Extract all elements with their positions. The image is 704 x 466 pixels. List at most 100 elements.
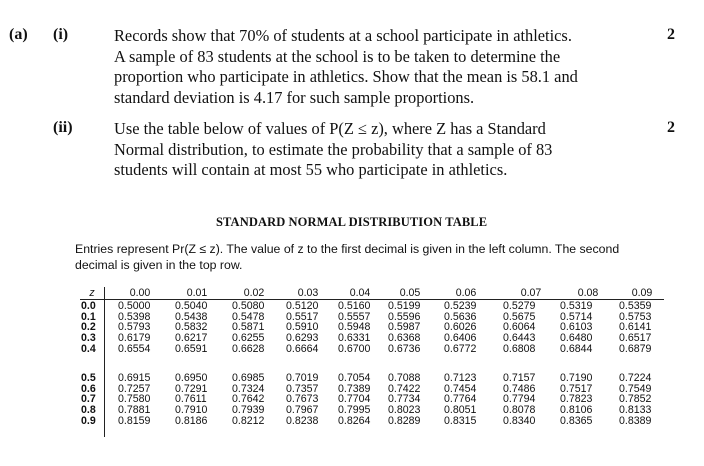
table-column: 0.6985 0.7324 0.7642 0.7939 0.8212 xyxy=(232,373,264,426)
column-rule xyxy=(104,287,105,437)
column-header: 0.06 xyxy=(455,287,477,299)
table-cell: 0.6517 xyxy=(619,332,652,345)
table-cell: 0.6103 xyxy=(560,321,593,334)
table-cell: 0.8186 xyxy=(175,414,208,427)
table-cell: 0.6406 xyxy=(444,332,477,345)
table-column: 0.5279 0.5675 0.6064 0.6443 0.6808 xyxy=(503,301,535,354)
table-cell: 0.7611 xyxy=(175,393,207,406)
table-cell: 0.6950 xyxy=(175,372,208,384)
table-cell: 0.8365 xyxy=(560,414,593,427)
question-ii-line: Use the table below of values of P(Z ≤ z… xyxy=(114,119,546,138)
row-label: 0.6 xyxy=(81,382,96,395)
table-column: 0.6950 0.7291 0.7611 0.7910 0.8186 xyxy=(175,373,207,426)
table-title: STANDARD NORMAL DISTRIBUTION TABLE xyxy=(216,215,488,229)
table-cell: 0.8340 xyxy=(503,414,536,427)
table-cell: 0.5160 xyxy=(338,300,371,312)
table-cell: 0.6480 xyxy=(560,332,593,345)
table-column: 0.5319 0.5714 0.6103 0.6480 0.6844 xyxy=(560,301,592,354)
table-cell: 0.5714 xyxy=(560,310,593,323)
table-cell: 0.6554 xyxy=(118,342,151,355)
table-cell: 0.6915 xyxy=(118,372,151,384)
table-cell: 0.6064 xyxy=(503,321,536,334)
table-cell: 0.5398 xyxy=(118,310,151,323)
table-cell: 0.7580 xyxy=(118,393,151,406)
table-intro: Entries represent Pr(Z ≤ z). The value o… xyxy=(75,242,619,273)
row-labels-group-2: 0.5 0.6 0.7 0.8 0.9 xyxy=(81,373,96,426)
table-column: 0.7088 0.7422 0.7734 0.8023 0.8289 xyxy=(388,373,420,426)
table-cell: 0.8106 xyxy=(560,404,593,417)
table-cell: 0.5871 xyxy=(232,321,265,334)
column-header: 0.09 xyxy=(631,287,653,299)
row-label: 0.2 xyxy=(81,321,96,334)
table-column: 0.5199 0.5596 0.5987 0.6368 0.6736 xyxy=(388,301,420,354)
row-label: 0.0 xyxy=(81,300,96,312)
table-column: 0.5359 0.5753 0.6141 0.6517 0.6879 xyxy=(619,301,651,354)
table-cell: 0.7123 xyxy=(444,372,477,384)
part-label: (a) xyxy=(9,26,28,43)
question-ii-text: Use the table below of values of P(Z ≤ z… xyxy=(114,119,552,181)
table-cell: 0.6141 xyxy=(619,321,652,334)
table-cell: 0.7794 xyxy=(503,393,536,406)
table-cell: 0.6628 xyxy=(232,342,265,355)
table-cell: 0.5000 xyxy=(118,300,151,312)
table-cell: 0.7324 xyxy=(232,382,265,395)
table-cell: 0.7454 xyxy=(444,382,477,395)
table-cell: 0.7549 xyxy=(619,382,652,395)
row-label: 0.1 xyxy=(81,310,96,323)
table-cell: 0.5438 xyxy=(175,310,208,323)
table-cell: 0.5359 xyxy=(619,300,652,312)
table-cell: 0.7910 xyxy=(175,404,208,417)
table-cell: 0.5948 xyxy=(338,321,371,334)
table-cell: 0.6772 xyxy=(444,342,477,355)
column-header: 0.04 xyxy=(349,287,371,299)
table-cell: 0.6591 xyxy=(175,342,208,355)
table-cell: 0.7967 xyxy=(286,404,319,417)
column-header: 0.03 xyxy=(297,287,319,299)
question-i-label: (i) xyxy=(53,26,69,43)
table-cell: 0.7291 xyxy=(175,382,208,395)
table-cell: 0.6255 xyxy=(232,332,265,345)
table-cell: 0.6879 xyxy=(619,342,652,355)
question-i-line: standard deviation is 4.17 for such samp… xyxy=(114,87,475,107)
table-cell: 0.6368 xyxy=(388,332,421,345)
table-cell: 0.8264 xyxy=(338,414,371,427)
table-cell: 0.8159 xyxy=(118,414,151,427)
table-cell: 0.7517 xyxy=(560,382,593,395)
table-cell: 0.8078 xyxy=(503,404,536,417)
table-cell: 0.5910 xyxy=(286,321,319,334)
table-cell: 0.6443 xyxy=(503,332,536,345)
table-cell: 0.7224 xyxy=(619,372,652,384)
table-column: 0.5239 0.5636 0.6026 0.6406 0.6772 xyxy=(444,301,476,354)
table-cell: 0.7357 xyxy=(286,382,319,395)
table-cell: 0.7019 xyxy=(286,372,319,384)
table-cell: 0.5596 xyxy=(388,310,421,323)
table-cell: 0.8133 xyxy=(619,404,652,417)
table-column: 0.6915 0.7257 0.7580 0.7881 0.8159 xyxy=(118,373,150,426)
table-cell: 0.6808 xyxy=(503,342,536,355)
column-header: 0.08 xyxy=(577,287,599,299)
table-cell: 0.6026 xyxy=(444,321,477,334)
row-labels-group-1: 0.0 0.1 0.2 0.3 0.4 xyxy=(81,301,96,354)
table-cell: 0.7764 xyxy=(444,393,477,406)
table-cell: 0.6700 xyxy=(338,342,371,355)
row-label: 0.3 xyxy=(81,332,96,345)
table-column: 0.7054 0.7389 0.7704 0.7995 0.8264 xyxy=(338,373,370,426)
column-header: 0.07 xyxy=(520,287,542,299)
table-intro-line: decimal is given in the top row. xyxy=(75,257,243,272)
table-cell: 0.5239 xyxy=(444,300,477,312)
table-cell: 0.8389 xyxy=(619,414,652,427)
table-cell: 0.7995 xyxy=(338,404,371,417)
table-cell: 0.5279 xyxy=(503,300,536,312)
question-ii-line: students will contain at most 55 who par… xyxy=(114,160,508,179)
table-column: 0.7123 0.7454 0.7764 0.8051 0.8315 xyxy=(444,373,476,426)
table-column: 0.5040 0.5438 0.5832 0.6217 0.6591 xyxy=(175,301,207,354)
row-label: 0.9 xyxy=(81,414,96,427)
row-label: 0.7 xyxy=(81,393,96,406)
table-cell: 0.6844 xyxy=(560,342,593,355)
normal-distribution-table: z 0.00 0.01 0.02 0.03 0.04 0.05 0.06 0.0… xyxy=(75,287,665,437)
question-i-line: proportion who participate in athletics.… xyxy=(114,67,578,86)
row-label: 0.8 xyxy=(81,404,96,417)
table-cell: 0.7054 xyxy=(338,372,371,384)
question-ii-line: Normal distribution, to estimate the pro… xyxy=(114,139,553,159)
column-header: 0.01 xyxy=(186,287,208,299)
